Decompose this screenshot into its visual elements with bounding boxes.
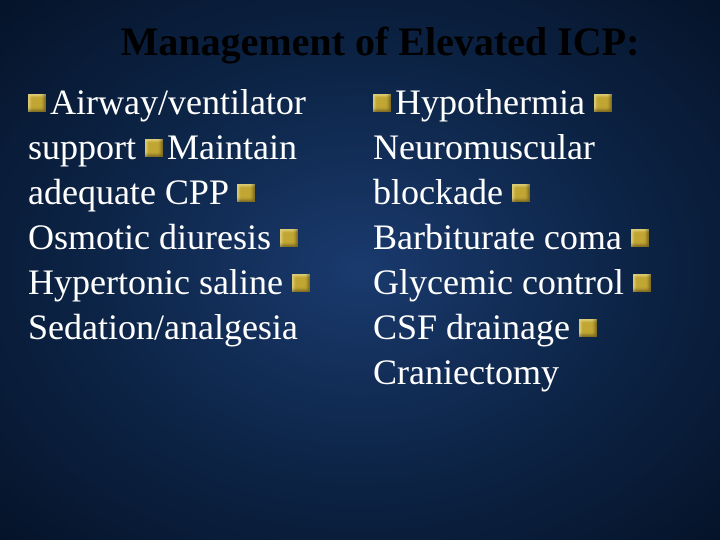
bullet-icon bbox=[292, 274, 310, 292]
bullet-icon bbox=[594, 94, 612, 112]
bullet-icon bbox=[633, 274, 651, 292]
list-item: Hypothermia bbox=[373, 82, 585, 122]
item-text: Hypothermia bbox=[395, 82, 585, 122]
item-text: Glycemic control bbox=[373, 262, 624, 302]
bullet-icon bbox=[373, 94, 391, 112]
right-column: Hypothermia Neuromuscular blockade Barbi… bbox=[368, 80, 693, 530]
slide-title: Management of Elevated ICP: bbox=[0, 18, 720, 65]
bullet-icon bbox=[280, 229, 298, 247]
bullet-icon bbox=[237, 184, 255, 202]
bullet-icon bbox=[631, 229, 649, 247]
bullet-icon bbox=[145, 139, 163, 157]
item-text: CSF drainage bbox=[373, 307, 570, 347]
item-text: Hypertonic saline bbox=[28, 262, 283, 302]
bullet-icon bbox=[579, 319, 597, 337]
bullet-icon bbox=[512, 184, 530, 202]
left-column: Airway/ventilator support Maintain adequ… bbox=[28, 80, 368, 530]
item-text: Craniectomy bbox=[373, 352, 559, 392]
item-text: Osmotic diuresis bbox=[28, 217, 271, 257]
item-text: Sedation/analgesia bbox=[28, 307, 298, 347]
item-text: Neuromuscular blockade bbox=[373, 127, 595, 212]
content-area: Airway/ventilator support Maintain adequ… bbox=[28, 80, 700, 530]
bullet-icon bbox=[28, 94, 46, 112]
item-text: Barbiturate coma bbox=[373, 217, 622, 257]
